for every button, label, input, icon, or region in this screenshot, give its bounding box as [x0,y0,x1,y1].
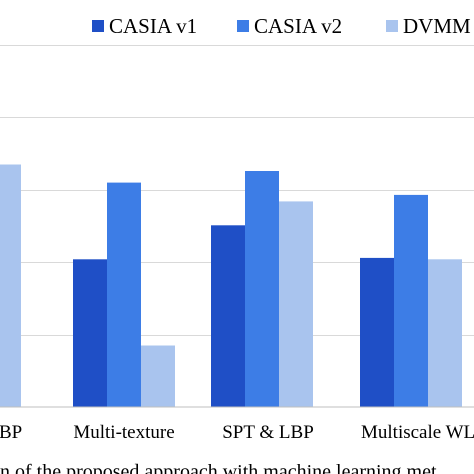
bar-dvmm-multi-texture [141,345,175,407]
legend-swatch-casia-v2 [237,20,249,32]
bar-casia-v2-spt-lbp [245,171,279,407]
bar-dvmm-multiscale-wl [428,259,462,407]
bar-casia-v1-spt-lbp [211,225,245,407]
bar-dvmm-lbp [0,164,21,407]
x-tick-label: Multi-texture [73,422,174,443]
legend-label-dvmm: DVMM [403,14,471,38]
bar-casia-v1-multi-texture [73,259,107,407]
legend-swatch-dvmm [386,20,398,32]
legend: CASIA v1 CASIA v2 DVMM [92,14,471,38]
legend-label-casia-v1: CASIA v1 [109,14,197,38]
x-tick-label: BP [0,422,22,443]
x-tick-labels: BP Multi-texture SPT & LBP Multiscale WL [0,422,474,443]
x-tick-label: Multiscale WL [361,422,474,443]
bar-casia-v2-multiscale-wl [394,194,428,407]
figure-caption: n of the proposed approach with machine … [0,461,437,474]
legend-label-casia-v2: CASIA v2 [254,14,342,38]
x-tick-label: SPT & LBP [222,422,314,443]
bar-dvmm-spt-lbp [279,201,313,407]
bar-casia-v1-multiscale-wl [360,257,394,407]
legend-swatch-casia-v1 [92,20,104,32]
bars [0,164,462,407]
bar-casia-v2-multi-texture [107,182,141,407]
